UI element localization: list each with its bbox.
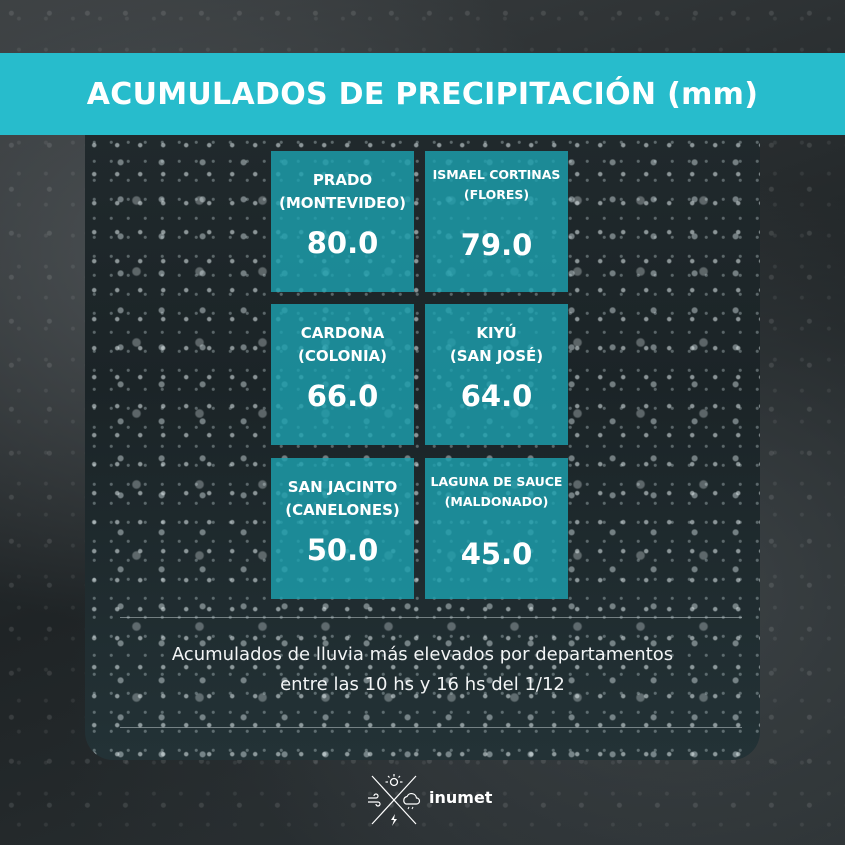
rain-panel — [85, 135, 760, 760]
station-name: PRADO (MONTEVIDEO) — [271, 169, 414, 215]
station-name: SAN JACINTO (CANELONES) — [271, 476, 414, 522]
station-name-line2: (SAN JOSÉ) — [449, 347, 544, 365]
station-card-san-jacinto: SAN JACINTO (CANELONES) 50.0 — [271, 458, 414, 599]
station-name-line2: (FLORES) — [463, 187, 530, 202]
station-value: 50.0 — [306, 533, 379, 567]
station-card-cardona: CARDONA (COLONIA) 66.0 — [271, 304, 414, 445]
station-value: 80.0 — [306, 226, 379, 260]
station-card-laguna-de-sauce: LAGUNA DE SAUCE (MALDONADO) 45.0 — [425, 458, 568, 599]
station-value: 45.0 — [460, 537, 533, 571]
station-name-line1: PRADO — [312, 171, 373, 189]
caption-line2: entre las 10 hs y 16 hs del 1/12 — [280, 674, 565, 695]
station-value: 79.0 — [460, 228, 533, 262]
lightning-icon — [391, 814, 397, 826]
station-name-line2: (MONTEVIDEO) — [278, 194, 407, 212]
station-name-line2: (CANELONES) — [285, 501, 400, 519]
title-banner: ACUMULADOS DE PRECIPITACIÓN (mm) — [0, 53, 845, 135]
bottom-divider — [120, 727, 742, 728]
station-name-line2: (MALDONADO) — [444, 494, 549, 509]
station-card-ismael-cortinas: ISMAEL CORTINAS (FLORES) 79.0 — [425, 151, 568, 292]
station-name-line1: ISMAEL CORTINAS — [432, 167, 561, 182]
station-name-line1: KIYÚ — [476, 324, 517, 342]
station-name-line1: CARDONA — [300, 324, 385, 342]
station-name-line1: LAGUNA DE SAUCE — [430, 474, 563, 489]
caption: Acumulados de lluvia más elevados por de… — [85, 640, 760, 700]
stations-grid: PRADO (MONTEVIDEO) 80.0 ISMAEL CORTINAS … — [271, 151, 568, 600]
top-divider — [120, 617, 742, 618]
station-name: LAGUNA DE SAUCE (MALDONADO) — [425, 472, 568, 512]
rain-drops-texture — [85, 135, 760, 760]
station-name: ISMAEL CORTINAS (FLORES) — [425, 165, 568, 205]
cloud-icon — [403, 793, 421, 810]
sun-icon — [385, 774, 403, 787]
station-value: 66.0 — [306, 379, 379, 413]
station-card-kiyu: KIYÚ (SAN JOSÉ) 64.0 — [425, 304, 568, 445]
station-value: 64.0 — [460, 379, 533, 413]
weather-cross-icon — [368, 774, 421, 826]
station-name-line2: (COLONIA) — [298, 347, 387, 365]
station-name-line1: SAN JACINTO — [287, 478, 398, 496]
station-name: KIYÚ (SAN JOSÉ) — [425, 322, 568, 368]
logo-text: inumet — [429, 788, 493, 807]
station-name: CARDONA (COLONIA) — [271, 322, 414, 368]
station-card-prado: PRADO (MONTEVIDEO) 80.0 — [271, 151, 414, 292]
page-title: ACUMULADOS DE PRECIPITACIÓN (mm) — [86, 76, 759, 112]
inumet-logo: inumet — [362, 770, 492, 830]
wind-icon — [368, 793, 381, 807]
caption-line1: Acumulados de lluvia más elevados por de… — [171, 644, 674, 665]
